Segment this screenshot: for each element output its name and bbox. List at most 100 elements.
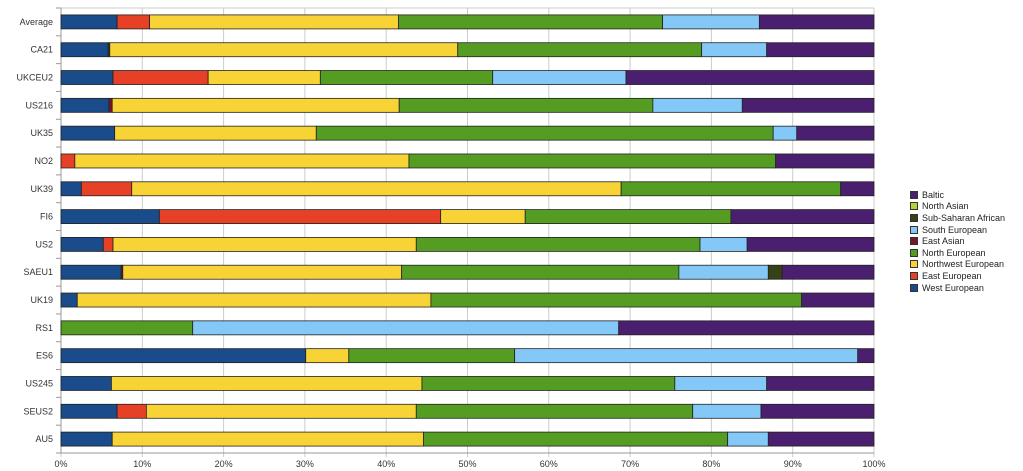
bar-segment-northwest-european [122, 264, 403, 280]
bar-segment-east-european [60, 153, 76, 169]
bar-segment-south-european [727, 431, 769, 447]
category-label: NO2 [34, 156, 53, 166]
legend-swatch [910, 225, 918, 234]
bar-segment-west-european [60, 264, 122, 280]
bar-segment-west-european [60, 125, 116, 141]
bar-segment-northwest-european [114, 125, 317, 141]
bar-segment-east-european [102, 237, 114, 252]
legend-swatch [910, 283, 918, 292]
bar-segment-west-european [60, 431, 113, 447]
category-labels: Average CA21 UKCEU2 US216 UK35 NO2 UK39 FI6 US2 S… [16, 17, 53, 444]
bar-segment-west-european [60, 42, 109, 58]
x-tick-label: 100% [862, 459, 885, 469]
bar-segment-north-european [315, 125, 774, 141]
legend-item: South European [910, 224, 1005, 236]
legend-swatch [910, 248, 918, 257]
legend-item: Baltic [910, 189, 1005, 201]
bar-segment-baltic [760, 403, 875, 419]
bar-segment-northwest-european [74, 153, 410, 169]
bar-segment-baltic [766, 42, 875, 58]
bar-segment-baltic [796, 125, 875, 141]
bar-segment-north-european [423, 431, 729, 447]
bar-segment-north-european [415, 403, 694, 419]
legend-label: Sub-Saharan African [922, 212, 1006, 223]
category-label: SEUS2 [23, 406, 53, 416]
bar-segment-west-european [60, 97, 110, 113]
legend-swatch [910, 237, 918, 246]
bar-segment-baltic [767, 431, 875, 447]
bar-segment-baltic [781, 264, 875, 280]
bar-segment-northwest-european [76, 292, 432, 308]
bar-segment-baltic [766, 376, 875, 391]
x-tick-label: 10% [133, 459, 151, 469]
bar-segment-baltic [730, 209, 875, 224]
legend-label: South European [922, 224, 988, 235]
bar-segment-south-european [674, 376, 768, 391]
category-label: UK39 [30, 184, 53, 194]
bar-segment-south-european [701, 42, 768, 58]
category-label: UK35 [30, 128, 53, 138]
category-label: FI6 [40, 212, 53, 222]
bar-segment-north-european [60, 320, 194, 336]
legend-swatch [910, 190, 918, 199]
category-label: UK19 [30, 295, 53, 305]
legend-item: East European [910, 270, 1005, 282]
category-label: CA21 [30, 45, 53, 55]
bar-segment-east-european [80, 181, 133, 197]
bar-segment-north-european [620, 181, 842, 197]
bar-segment-west-european [60, 14, 118, 30]
bar-segment-north-european [430, 292, 803, 308]
bar-segment-north-european [397, 14, 664, 30]
legend-label: Northwest European [922, 259, 1005, 270]
bar-segment-baltic [741, 97, 875, 113]
bar-segment-north-european [415, 237, 701, 252]
bar-segment-south-european [662, 14, 760, 30]
category-label: US245 [25, 378, 53, 388]
category-label: ES6 [36, 351, 53, 361]
bar-segment-north-european [348, 348, 516, 364]
bar-segment-north-european [408, 153, 777, 169]
bars [60, 14, 875, 447]
bar-segment-north-european [524, 209, 732, 224]
bar-segment-northwest-european [131, 181, 622, 197]
bar-segment-north-european [457, 42, 703, 58]
bar-segment-northwest-european [111, 97, 400, 113]
category-label: AU5 [35, 434, 53, 444]
category-label: US216 [25, 100, 53, 110]
bar-segment-northwest-european [149, 14, 399, 30]
bar-segment-south-european [652, 97, 743, 113]
bar-segment-northwest-european [111, 431, 424, 447]
bar-segment-northwest-european [109, 42, 459, 58]
bar-segment-west-european [60, 70, 114, 85]
bar-segment-west-european [60, 348, 307, 364]
legend-label: North Asian [922, 201, 969, 212]
legend-label: East Asian [922, 236, 965, 247]
legend-item: Sub-Saharan African [910, 212, 1005, 224]
bar-segment-south-european [492, 70, 627, 85]
legend-item: North European [910, 247, 1005, 259]
bar-segment-north-european [401, 264, 680, 280]
bar-segment-south-european [192, 320, 620, 336]
bar-segment-west-european [60, 292, 78, 308]
bar-segment-west-european [60, 403, 118, 419]
legend-swatch [910, 202, 918, 211]
bar-segment-east-asian [108, 97, 113, 113]
bar-segment-west-european [60, 237, 104, 252]
bar-segment-west-european [60, 181, 82, 197]
legend-item: East Asian [910, 235, 1005, 247]
bar-segment-west-european [60, 209, 160, 224]
category-label: US2 [35, 239, 53, 249]
legend-swatch [910, 260, 918, 269]
legend-item: Northwest European [910, 259, 1005, 271]
bar-segment-south-european [514, 348, 859, 364]
bar-segment-northwest-european [305, 348, 350, 364]
legend-label: East European [922, 270, 982, 281]
legend-label: North European [922, 247, 986, 258]
bar-segment-northwest-european [207, 70, 321, 85]
x-tick-label: 50% [458, 459, 476, 469]
bar-segment-northwest-european [111, 376, 423, 391]
x-tick-label: 0% [54, 459, 67, 469]
bar-segment-south-european [692, 403, 762, 419]
x-tick-label: 40% [377, 459, 395, 469]
x-tick-label: 30% [296, 459, 314, 469]
